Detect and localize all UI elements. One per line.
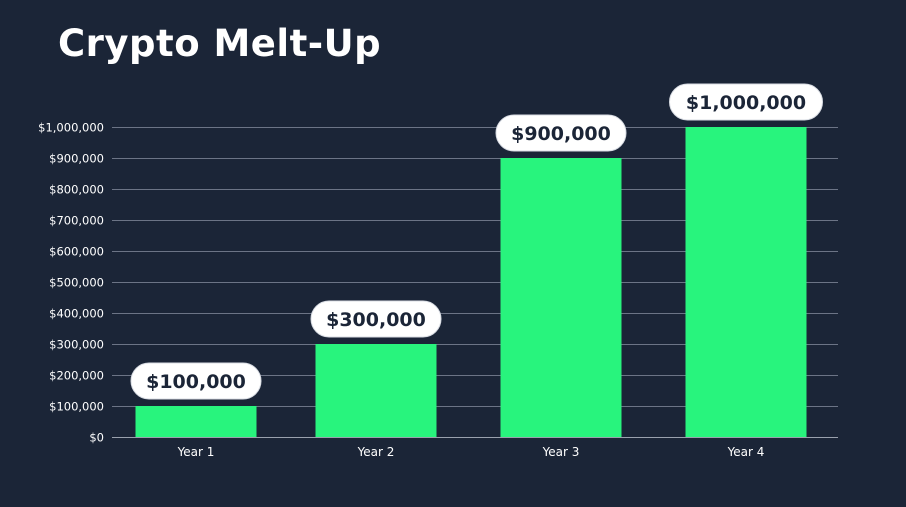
data-label-text: $900,000: [511, 123, 611, 145]
y-tick-label: $1,000,000: [38, 121, 104, 135]
data-label: $1,000,000: [669, 83, 823, 121]
data-label-pill: [495, 114, 627, 152]
chart-title: Crypto Melt-Up: [58, 22, 382, 65]
data-label-pill: [669, 83, 823, 121]
x-tick-label: Year 3: [542, 445, 580, 459]
x-tick-label: Year 2: [357, 445, 395, 459]
y-tick-label: $600,000: [49, 245, 104, 259]
y-tick-label: $400,000: [49, 307, 104, 321]
data-label: $100,000: [130, 362, 262, 400]
y-tick-label: $500,000: [49, 276, 104, 290]
data-label: $300,000: [310, 300, 442, 338]
data-label-pill: [310, 300, 442, 338]
y-tick-label: $800,000: [49, 183, 104, 197]
bar: [135, 406, 257, 437]
bar: [685, 127, 807, 437]
y-tick-label: $200,000: [49, 369, 104, 383]
data-label-pill: [130, 362, 262, 400]
y-tick-label: $100,000: [49, 400, 104, 414]
y-tick-label: $900,000: [49, 152, 104, 166]
data-label-text: $1,000,000: [686, 92, 806, 114]
y-tick-label: $700,000: [49, 214, 104, 228]
x-tick-label: Year 4: [727, 445, 765, 459]
data-label-text: $300,000: [326, 309, 426, 331]
data-label-text: $100,000: [146, 371, 246, 393]
data-label: $900,000: [495, 114, 627, 152]
bar: [315, 344, 437, 437]
x-tick-label: Year 1: [177, 445, 215, 459]
y-tick-label: $300,000: [49, 338, 104, 352]
bar: [500, 158, 622, 437]
y-tick-label: $0: [89, 431, 104, 445]
